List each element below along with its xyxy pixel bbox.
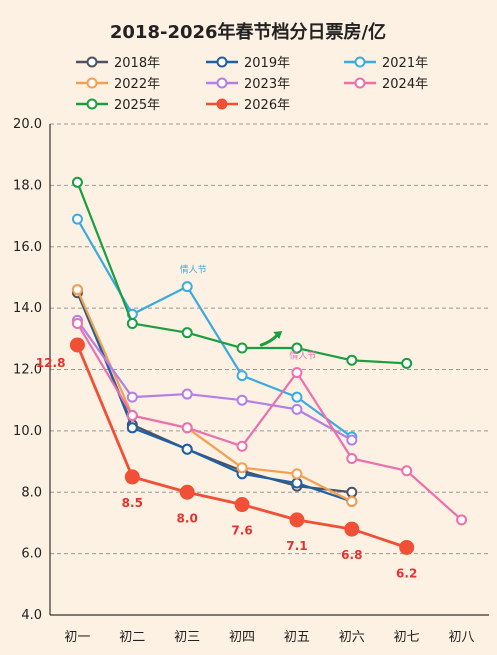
x-tick-label: 初二 (119, 630, 145, 645)
y-tick-label: 4.0 (21, 608, 42, 623)
series-line (76, 181, 407, 365)
legend-marker (216, 56, 228, 68)
y-tick-label: 20.0 (13, 117, 42, 132)
data-point (291, 391, 303, 403)
y-tick-label: 16.0 (13, 240, 42, 255)
data-label: 8.5 (122, 496, 143, 510)
data-label: 6.8 (341, 548, 362, 562)
y-axis: 4.0 6.0 8.0 10.0 12.0 14.0 16.0 18.0 20.0 (13, 117, 51, 623)
data-point (181, 422, 193, 434)
data-point (456, 514, 468, 526)
data-label: 7.6 (231, 524, 252, 538)
data-point (126, 317, 138, 329)
data-point (71, 284, 83, 296)
data-point (291, 367, 303, 379)
data-point (236, 370, 248, 382)
x-axis: 初一 初二 初三 初四 初五 初六 初七 初八 (50, 614, 489, 645)
legend-label: 2019年 (244, 56, 290, 71)
legend-label: 2023年 (244, 77, 290, 92)
data-point (401, 357, 413, 369)
legend-label: 2024年 (382, 77, 428, 92)
data-point (291, 342, 303, 354)
data-point (69, 337, 85, 353)
series-group (69, 176, 468, 555)
legend-marker (216, 98, 228, 110)
legend-label: 2021年 (382, 56, 428, 71)
series-line (76, 319, 353, 442)
grid-lines (50, 123, 489, 555)
annotation-label: 情人节 (289, 350, 316, 362)
data-point (236, 462, 248, 474)
y-tick-label: 10.0 (13, 424, 42, 439)
data-point (236, 440, 248, 452)
y-tick-label: 12.0 (13, 363, 42, 378)
legend-marker (354, 56, 366, 68)
data-point (344, 521, 360, 537)
data-point (179, 484, 195, 500)
data-point (234, 497, 250, 513)
data-point (181, 388, 193, 400)
legend-marker (216, 77, 228, 89)
legend-marker (86, 98, 98, 110)
legend-label: 2026年 (244, 98, 290, 113)
data-point (399, 539, 415, 555)
data-point (181, 443, 193, 455)
x-tick-label: 初一 (64, 630, 90, 645)
series-line (76, 289, 353, 503)
data-point (71, 176, 83, 188)
data-labels: 12.8 8.5 8.0 7.6 7.1 6.8 6.2 (36, 356, 417, 581)
chart-title: 2018-2026年春节档分日票房/亿 (110, 21, 386, 43)
data-point (346, 486, 358, 498)
series-line (76, 218, 353, 438)
data-point (346, 495, 358, 507)
data-point (126, 391, 138, 403)
y-tick-label: 8.0 (21, 485, 42, 500)
data-point (346, 354, 358, 366)
data-point (236, 342, 248, 354)
y-tick-label: 6.0 (21, 547, 42, 562)
data-label: 6.2 (396, 566, 417, 580)
x-tick-label: 初六 (339, 630, 365, 645)
y-tick-label: 18.0 (13, 178, 42, 193)
data-point (181, 281, 193, 293)
legend-label: 2018年 (114, 56, 160, 71)
data-point (181, 327, 193, 339)
data-point (291, 468, 303, 480)
data-label: 7.1 (286, 539, 307, 553)
trend-arrow-icon (259, 334, 278, 347)
x-tick-label: 初三 (174, 630, 200, 645)
data-point (291, 477, 303, 489)
data-point (126, 410, 138, 422)
data-point (71, 213, 83, 225)
data-point (401, 465, 413, 477)
series-line (76, 322, 463, 521)
data-point (346, 452, 358, 464)
trend-arrow-head-icon (273, 331, 283, 340)
x-tick-label: 初四 (229, 630, 255, 645)
annotation-label: 情人节 (180, 264, 207, 276)
data-point (346, 434, 358, 446)
data-point (71, 317, 83, 329)
series-line (76, 289, 353, 503)
data-label: 12.8 (36, 356, 66, 370)
data-label: 8.0 (177, 511, 198, 525)
legend-marker (86, 77, 98, 89)
data-point (236, 394, 248, 406)
data-point (126, 422, 138, 434)
legend-marker (86, 56, 98, 68)
data-point (291, 403, 303, 415)
legend-marker (354, 77, 366, 89)
data-point (124, 469, 140, 485)
x-tick-label: 初五 (284, 630, 310, 645)
x-tick-label: 初八 (449, 630, 475, 645)
x-tick-label: 初七 (394, 630, 420, 645)
legend-label: 2022年 (114, 77, 160, 92)
y-tick-label: 14.0 (13, 301, 42, 316)
legend-label: 2025年 (114, 98, 160, 113)
legend: 2018年 2019年 2021年 2022年 2023年 2024年 2025年 2026年 (76, 56, 428, 113)
data-point (289, 512, 305, 528)
